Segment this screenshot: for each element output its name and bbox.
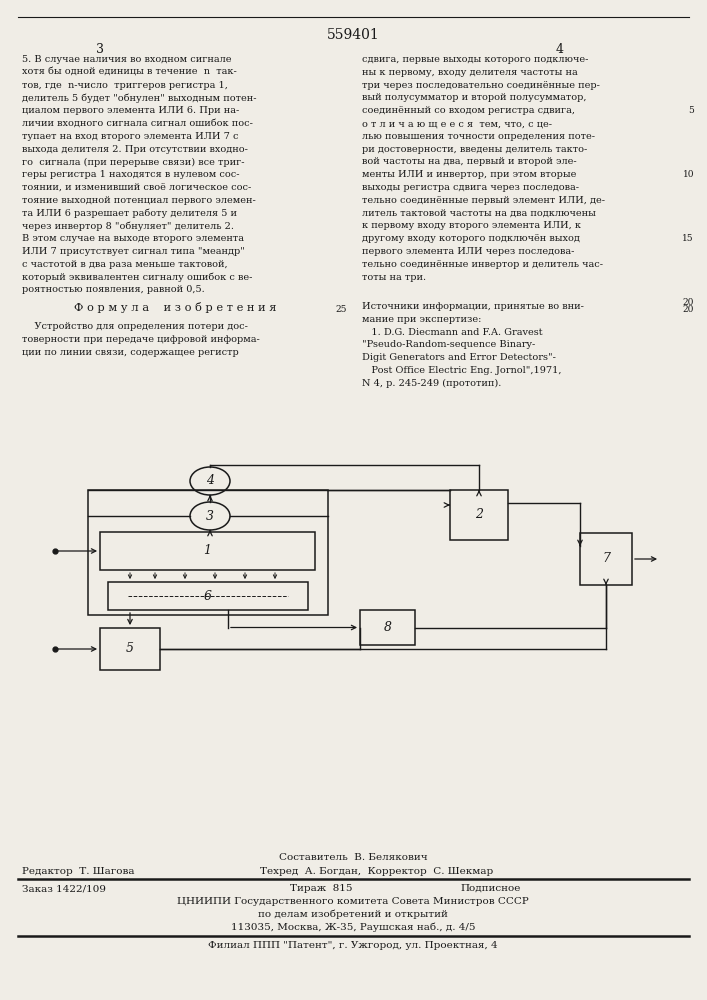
Text: 2: 2 [475,508,483,522]
Bar [450,490,508,540]
Text: 559401: 559401 [327,28,380,42]
Text: 4: 4 [556,43,564,56]
Text: 5: 5 [126,643,134,656]
Text: 1: 1 [204,544,211,558]
Text: 20: 20 [683,298,694,307]
Text: ции по линии связи, содержащее регистр: ции по линии связи, содержащее регистр [22,348,239,357]
Text: о т л и ч а ю щ е е с я  тем, что, с це-: о т л и ч а ю щ е е с я тем, что, с це- [362,119,552,128]
Text: тов, где  n-число  триггеров регистра 1,: тов, где n-число триггеров регистра 1, [22,81,228,90]
Text: первого элемента ИЛИ через последова-: первого элемента ИЛИ через последова- [362,247,574,256]
Text: Редактор  Т. Шагова: Редактор Т. Шагова [22,867,134,876]
Text: Устройство для определения потери дос-: Устройство для определения потери дос- [22,322,248,331]
Text: циалом первого элемента ИЛИ 6. При на-: циалом первого элемента ИЛИ 6. При на- [22,106,239,115]
Text: к первому входу второго элемента ИЛИ, к: к первому входу второго элемента ИЛИ, к [362,221,581,230]
Text: ны к первому, входу делителя частоты на: ны к первому, входу делителя частоты на [362,68,578,77]
Text: 15: 15 [682,234,694,243]
Text: В этом случае на выходе второго элемента: В этом случае на выходе второго элемента [22,234,244,243]
Text: через инвертор 8 "обнуляет" делитель 2.: через инвертор 8 "обнуляет" делитель 2. [22,221,234,231]
Text: Источники информации, принятые во вни-: Источники информации, принятые во вни- [362,302,584,311]
Text: тояние выходной потенциал первого элемен-: тояние выходной потенциал первого элемен… [22,196,256,205]
Text: Составитель  В. Белякович: Составитель В. Белякович [279,853,427,862]
Text: делитель 5 будет "обнулен" выходным потен-: делитель 5 будет "обнулен" выходным поте… [22,93,257,103]
Text: Техред  А. Богдан,  Корректор  С. Шекмар: Техред А. Богдан, Корректор С. Шекмар [260,867,493,876]
Text: N 4, p. 245-249 (прототип).: N 4, p. 245-249 (прототип). [362,379,501,388]
Text: 4: 4 [206,475,214,488]
Text: мание при экспертизе:: мание при экспертизе: [362,315,481,324]
Text: лью повышения точности определения поте-: лью повышения точности определения поте- [362,132,595,141]
Text: тоты на три.: тоты на три. [362,273,426,282]
Text: та ИЛИ 6 разрешает работу делителя 5 и: та ИЛИ 6 разрешает работу делителя 5 и [22,209,237,218]
Bar [580,533,632,585]
Text: 25: 25 [336,305,347,314]
Text: выхода делителя 2. При отсутствии входно-: выхода делителя 2. При отсутствии входно… [22,145,248,154]
Text: ИЛИ 7 присутствует сигнал типа "меандр": ИЛИ 7 присутствует сигнал типа "меандр" [22,247,245,256]
Bar [108,582,308,610]
Text: 5. В случае наличия во входном сигнале: 5. В случае наличия во входном сигнале [22,55,231,64]
Text: роятностью появления, равной 0,5.: роятностью появления, равной 0,5. [22,285,205,294]
Text: Ф о р м у л а    и з о б р е т е н и я: Ф о р м у л а и з о б р е т е н и я [74,302,276,313]
Text: Post Office Electric Eng. Jornol",1971,: Post Office Electric Eng. Jornol",1971, [362,366,561,375]
Text: тупает на вход второго элемента ИЛИ 7 с: тупает на вход второго элемента ИЛИ 7 с [22,132,238,141]
Text: геры регистра 1 находятся в нулевом сос-: геры регистра 1 находятся в нулевом сос- [22,170,240,179]
Text: тельно соединённые первый элемент ИЛИ, де-: тельно соединённые первый элемент ИЛИ, д… [362,196,605,205]
Text: 113035, Москва, Ж-35, Раушская наб., д. 4/5: 113035, Москва, Ж-35, Раушская наб., д. … [230,922,475,932]
Bar [100,628,160,670]
Text: по делам изобретений и открытий: по делам изобретений и открытий [258,910,448,919]
Text: 5: 5 [688,106,694,115]
Text: личии входного сигнала сигнал ошибок пос-: личии входного сигнала сигнал ошибок пос… [22,119,253,128]
Text: с частотой в два раза меньше тактовой,: с частотой в два раза меньше тактовой, [22,260,228,269]
Bar [100,532,315,570]
Text: тоянии, и изменивший своё логическое сос-: тоянии, и изменивший своё логическое сос… [22,183,251,192]
Text: Подписное: Подписное [460,884,520,893]
Text: ЦНИИПИ Государственного комитета Совета Министров СССР: ЦНИИПИ Государственного комитета Совета … [177,897,529,906]
Text: вой частоты на два, первый и второй эле-: вой частоты на два, первый и второй эле- [362,157,577,166]
Text: Digit Generators and Error Detectors"-: Digit Generators and Error Detectors"- [362,353,556,362]
Text: хотя бы одной единицы в течение  n  так-: хотя бы одной единицы в течение n так- [22,68,237,77]
Text: Филиал ППП "Патент", г. Ужгород, ул. Проектная, 4: Филиал ППП "Патент", г. Ужгород, ул. Про… [208,941,498,950]
Text: "Pseudo-Random-sequence Binary-: "Pseudo-Random-sequence Binary- [362,340,535,349]
Text: 3: 3 [96,43,104,56]
Bar [88,490,328,615]
Text: 10: 10 [682,170,694,179]
Text: ри достоверности, введены делитель такто-: ри достоверности, введены делитель такто… [362,145,588,154]
Text: товерности при передаче цифровой информа-: товерности при передаче цифровой информа… [22,335,259,344]
Bar [360,610,415,645]
Text: 1. D.G. Diecmann and F.A. Gravest: 1. D.G. Diecmann and F.A. Gravest [362,328,543,337]
Text: 8: 8 [383,621,392,634]
Text: который эквивалентен сигналу ошибок с ве-: который эквивалентен сигналу ошибок с ве… [22,273,252,282]
Text: го  сигнала (при перерыве связи) все триг-: го сигнала (при перерыве связи) все триг… [22,157,245,167]
Text: вый полусумматор и второй полусумматор,: вый полусумматор и второй полусумматор, [362,93,587,102]
Text: менты ИЛИ и инвертор, при этом вторые: менты ИЛИ и инвертор, при этом вторые [362,170,576,179]
Text: Заказ 1422/109: Заказ 1422/109 [22,884,106,893]
Text: соединённый со входом регистра сдвига,: соединённый со входом регистра сдвига, [362,106,575,115]
Text: выходы регистра сдвига через последова-: выходы регистра сдвига через последова- [362,183,579,192]
Text: три через последовательно соединённые пер-: три через последовательно соединённые пе… [362,81,600,90]
Text: сдвига, первые выходы которого подключе-: сдвига, первые выходы которого подключе- [362,55,588,64]
Text: 3: 3 [206,510,214,522]
Text: Тираж  815: Тираж 815 [290,884,353,893]
Text: тельно соединённые инвертор и делитель час-: тельно соединённые инвертор и делитель ч… [362,260,603,269]
Text: литель тактовой частоты на два подключены: литель тактовой частоты на два подключен… [362,209,596,218]
Text: 6: 6 [204,589,212,602]
Text: 7: 7 [602,552,610,566]
Text: 20: 20 [683,305,694,314]
Text: другому входу которого подключён выход: другому входу которого подключён выход [362,234,580,243]
